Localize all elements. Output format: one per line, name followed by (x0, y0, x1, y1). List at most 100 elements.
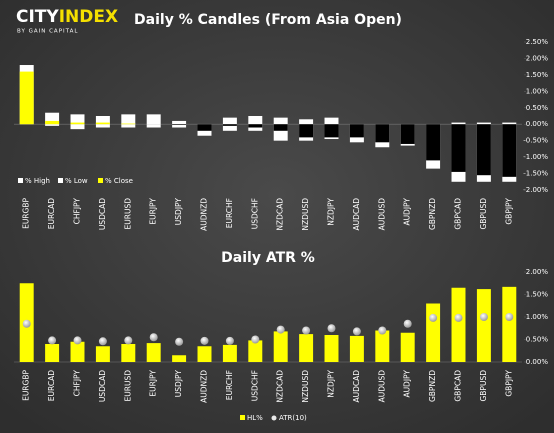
x-tick-label: EURUSD (123, 370, 132, 402)
bar (426, 124, 441, 161)
bar (197, 346, 212, 362)
dot (352, 327, 361, 336)
dot (276, 325, 285, 334)
bar (197, 124, 212, 131)
bar (502, 286, 517, 362)
bar (70, 114, 85, 125)
dot (302, 326, 311, 335)
y-tick-label: 0.00% (526, 358, 549, 366)
y-tick-label: 2.00% (526, 268, 549, 276)
x-tick-label: GBPJPY (504, 198, 513, 225)
bar (121, 114, 136, 125)
dot (251, 335, 260, 344)
x-tick-label: CHFJPY (73, 198, 82, 225)
bar (222, 117, 237, 125)
bar (476, 122, 491, 125)
bar (222, 124, 237, 126)
bar (45, 124, 60, 126)
legend-label: ATR(10) (279, 414, 307, 422)
bar (299, 334, 314, 362)
dot (73, 336, 82, 345)
y-tick-label: -2.00% (523, 186, 548, 194)
bar (273, 124, 288, 131)
legend-swatch (240, 415, 245, 420)
x-tick-label: AUDUSD (377, 198, 386, 231)
bar (121, 344, 136, 362)
bar (172, 120, 187, 125)
x-tick-label: AUDCAD (352, 198, 361, 231)
x-tick-label: NZDUSD (301, 370, 310, 403)
bar (95, 124, 110, 128)
x-tick-label: EURCAD (47, 198, 56, 229)
x-tick-label: NZDCAD (276, 198, 285, 231)
legend-label: % High (25, 177, 50, 185)
dot (454, 313, 463, 322)
dot (124, 336, 133, 345)
dot (98, 337, 107, 346)
bar (121, 123, 136, 125)
logo-tagline: BY GAIN CAPITAL (17, 29, 78, 35)
dot (225, 336, 234, 345)
x-tick-label: GBPNZD (428, 370, 437, 402)
x-tick-label: NZDCAD (276, 370, 285, 403)
dot (429, 313, 438, 322)
y-tick-label: 1.00% (526, 87, 549, 95)
x-tick-label: EURUSD (123, 198, 132, 230)
x-tick-label: AUDJPY (403, 198, 412, 226)
dot (403, 319, 412, 328)
bar (299, 124, 314, 138)
x-tick-label: GBPCAD (454, 198, 463, 230)
y-tick-label: -0.50% (523, 137, 548, 145)
bar (19, 71, 34, 125)
x-tick-label: EURGBP (22, 198, 31, 229)
x-tick-label: NZDJPY (327, 198, 336, 226)
bar (45, 112, 60, 125)
legend-swatch (271, 415, 277, 421)
bar (375, 330, 390, 362)
x-tick-label: GBPNZD (428, 198, 437, 230)
bar (476, 124, 491, 176)
dot (48, 336, 57, 345)
bar (324, 335, 339, 362)
x-tick-label: AUDCAD (352, 370, 361, 403)
bar (451, 122, 466, 125)
x-tick-label: EURGBP (22, 370, 31, 401)
bar (146, 343, 161, 362)
bar (273, 331, 288, 362)
x-tick-label: EURCAD (47, 370, 56, 401)
bar (45, 120, 60, 125)
bar (400, 124, 415, 144)
bar (172, 355, 187, 362)
legend-label: % Close (105, 177, 133, 185)
x-tick-label: USDJPY (174, 370, 183, 398)
x-tick-label: AUDUSD (377, 370, 386, 403)
bar (70, 124, 85, 130)
bar (222, 124, 237, 131)
bar (451, 124, 466, 172)
bar (349, 335, 364, 362)
x-tick-label: USDCHF (250, 198, 259, 229)
x-tick-label: GBPUSD (479, 370, 488, 402)
x-tick-label: USDCHF (250, 370, 259, 401)
legend-swatch (18, 178, 23, 183)
y-tick-label: 1.50% (526, 71, 549, 79)
bar (95, 346, 110, 362)
y-tick-label: 2.50% (526, 38, 549, 46)
x-tick-label: AUDNZD (200, 198, 209, 231)
bar (476, 289, 491, 362)
y-tick-label: 1.50% (526, 291, 549, 299)
dot (149, 333, 158, 342)
x-tick-label: CHFJPY (73, 370, 82, 397)
bar (248, 116, 263, 125)
dot (378, 326, 387, 335)
bar (95, 116, 110, 125)
bar (349, 124, 364, 138)
x-tick-label: EURCHF (225, 370, 234, 400)
bar (121, 124, 136, 128)
bar (172, 124, 187, 128)
chart-title: Daily ATR % (221, 250, 315, 266)
bar (426, 303, 441, 362)
y-tick-label: 1.00% (526, 313, 549, 321)
bar (502, 124, 517, 177)
